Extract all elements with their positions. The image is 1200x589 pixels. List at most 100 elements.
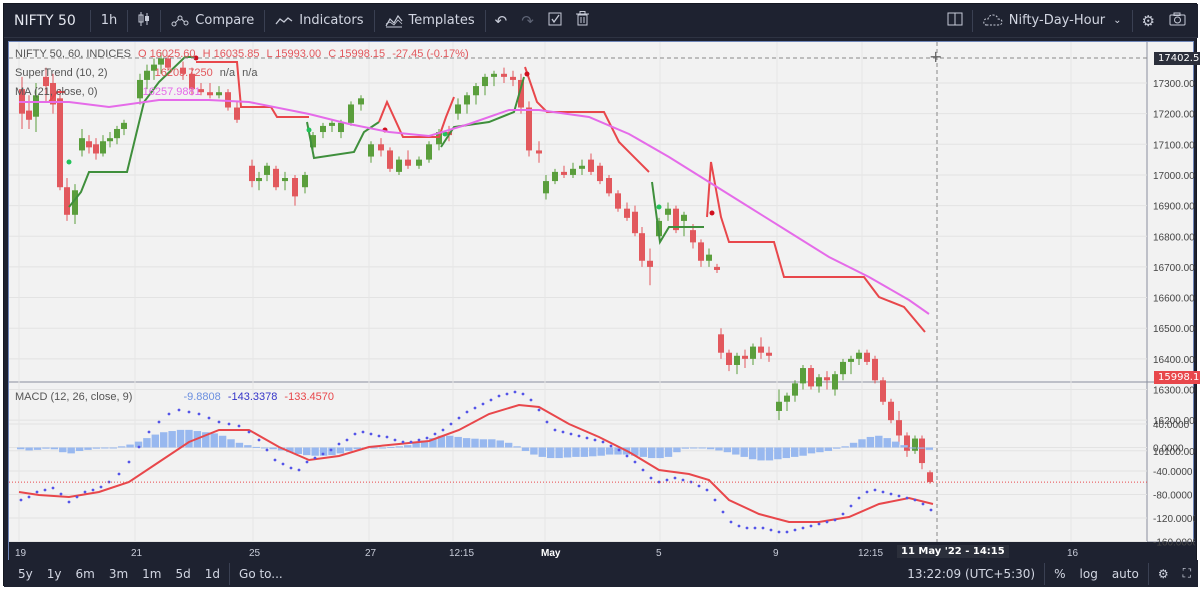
compare-button[interactable]: Compare [163, 4, 262, 38]
range-5d[interactable]: 5d [175, 566, 191, 581]
candle-body [151, 64, 157, 71]
supertrend-up-line [440, 76, 525, 148]
candle-body [919, 438, 925, 464]
candle-body [750, 346, 756, 359]
divider [484, 9, 486, 32]
candle-body [848, 358, 854, 362]
candle-body [464, 95, 470, 105]
macd-histogram-bar [925, 447, 933, 450]
candle-body [904, 435, 910, 451]
macd-histogram-bar [336, 447, 345, 454]
macd-histogram-bar [286, 447, 294, 453]
candle-body [491, 73, 497, 77]
macd-line-dot [187, 410, 191, 414]
range-1y[interactable]: 1y [46, 566, 62, 581]
percent-toggle[interactable]: % [1054, 566, 1066, 581]
symbol-search[interactable]: NIFTY 50 [14, 12, 76, 29]
macd-histogram-bar [513, 446, 521, 448]
macd-histogram-bar [833, 447, 841, 449]
macd-line-dot [385, 435, 389, 439]
macd-histogram-bar [59, 447, 67, 453]
macd-histogram-bar [631, 447, 639, 456]
range-6m[interactable]: 6m [75, 566, 95, 581]
layout-menu[interactable]: Nifty-Day-Hour ⌄ [975, 4, 1130, 38]
divider [373, 9, 375, 32]
time-tick-label: 16 [1067, 548, 1079, 559]
macd-histogram-bar [715, 447, 723, 451]
clock: 13:22:09 (UTC+5:30) [907, 566, 1036, 581]
macd-line-dot [889, 492, 893, 496]
macd-histogram-bar [521, 447, 530, 452]
supertrend-up-line [68, 56, 194, 208]
divider [160, 9, 162, 32]
fullscreen-icon[interactable]: ⛶ [1182, 566, 1191, 580]
candle-body [824, 377, 830, 381]
macd-tick-label: 40.0000 [1153, 420, 1190, 431]
macd-histogram-bar [530, 447, 538, 455]
candle-body [698, 242, 704, 261]
macd-line-dot [457, 416, 461, 420]
goto-button[interactable]: Go to... [239, 566, 283, 581]
check-icon[interactable] [541, 12, 569, 30]
gear-icon[interactable]: ⚙ [1141, 11, 1155, 30]
chart-canvas[interactable]: 17300.00 17200.00 17100.00 17000.00 16900.00… [8, 41, 1200, 563]
time-tick-label: May [541, 548, 561, 559]
macd-histogram-bar [244, 445, 252, 448]
macd-histogram-bar [790, 447, 799, 457]
candle-body [570, 168, 576, 175]
range-5y[interactable]: 5y [18, 566, 33, 581]
macd-histogram-bar [900, 445, 908, 448]
range-1m[interactable]: 1m [142, 566, 162, 581]
candle-body [808, 368, 814, 387]
candle-body [536, 150, 542, 154]
supertrend-buy-dot [66, 159, 72, 165]
redo-icon[interactable]: ↷ [521, 11, 534, 30]
macd-line-value: -143.3378 [227, 391, 278, 403]
macd-histogram-bar [782, 447, 790, 459]
crosshair-price-label: 17402.53 [1154, 52, 1200, 65]
candle-body [690, 230, 696, 243]
candle-body [79, 138, 85, 151]
macd-line-dot [617, 448, 621, 452]
candle-body [816, 377, 822, 387]
candles-icon[interactable] [130, 11, 158, 31]
macd-histogram-bar [866, 436, 875, 448]
log-toggle[interactable]: log [1079, 566, 1098, 581]
price-tick-label: 16800.00 [1153, 232, 1195, 243]
supertrend-down-line [378, 96, 455, 138]
candle-body [896, 420, 902, 436]
macd-line-dot [297, 468, 301, 472]
candle-body [665, 208, 671, 215]
macd-line-dot [417, 438, 421, 442]
camera-icon[interactable] [1162, 12, 1198, 30]
range-1d[interactable]: 1d [204, 566, 221, 581]
candle-body [387, 150, 393, 169]
candle-body [302, 174, 308, 188]
time-tick-label: 21 [131, 548, 143, 559]
indicators-label: Indicators [299, 13, 364, 28]
candle-body [473, 86, 479, 96]
macd-histogram-bar [42, 447, 50, 449]
macd-line-dot [801, 526, 805, 530]
range-3m[interactable]: 3m [108, 566, 129, 581]
macd-histogram-bar [597, 447, 605, 456]
macd-line-dot [227, 422, 231, 426]
macd-line-dot [321, 452, 325, 456]
macd-histogram-bar [748, 447, 757, 460]
gear-icon[interactable]: ⚙ [1157, 566, 1169, 581]
macd-histogram-bar [639, 447, 647, 457]
split-icon[interactable] [940, 12, 970, 30]
supertrend-buy-dot [656, 204, 662, 210]
undo-icon[interactable]: ↶ [494, 11, 508, 30]
indicators-button[interactable]: Indicators [267, 4, 371, 38]
auto-toggle[interactable]: auto [1111, 566, 1139, 581]
candle-body [888, 401, 894, 421]
macd-line-dot [237, 424, 241, 428]
trash-icon[interactable] [569, 11, 596, 30]
chart-svg[interactable]: 17300.00 17200.00 17100.00 17000.00 16900.00… [9, 42, 1195, 563]
candle-body [207, 92, 213, 96]
interval-button[interactable]: 1h [100, 13, 118, 28]
macd-line-dot [441, 428, 445, 432]
templates-button[interactable]: Templates [377, 4, 483, 38]
candle-body [624, 208, 630, 218]
